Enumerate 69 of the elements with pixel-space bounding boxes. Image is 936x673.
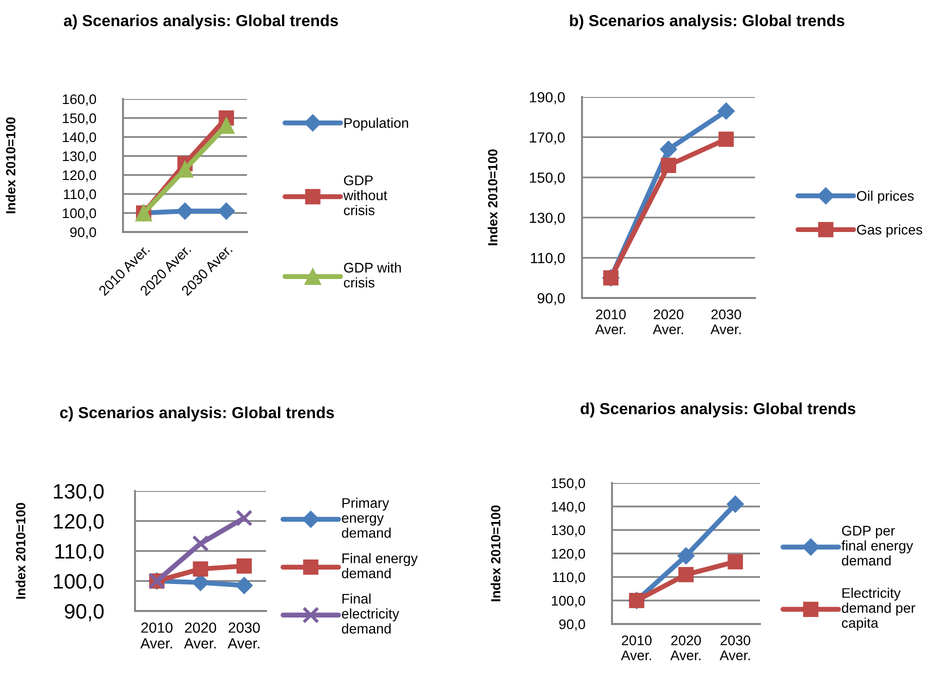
y-axis-title: Index 2010=100 <box>490 505 500 602</box>
point <box>218 117 235 134</box>
y-axis-title: Index 2010=100 <box>488 149 498 246</box>
legend-label: Population <box>344 118 408 131</box>
y-tick-label: 90,0 <box>70 227 96 239</box>
point <box>678 567 694 582</box>
y-tick-label: 170,0 <box>530 132 565 144</box>
chart-title: a) Scenarios analysis: Global trends <box>64 14 338 30</box>
y-tick-label: 110,0 <box>531 252 565 265</box>
y-tick-label: 110,0 <box>552 572 586 584</box>
y-tick-label: 140,0 <box>552 502 586 514</box>
point <box>236 510 253 526</box>
x-tick-label: 2010 Aver. <box>140 622 172 649</box>
legend-label: GDP per final energy demand <box>842 526 914 566</box>
legend-label: Electricity demand per capita <box>842 588 916 631</box>
point <box>726 496 744 513</box>
x-tick-label: 2030 Aver. <box>710 309 742 334</box>
y-tick-label: 130,0 <box>530 212 565 225</box>
y-axis-title: Index 2010=100 <box>6 117 16 214</box>
y-tick-label: 90,0 <box>64 604 104 622</box>
legend-label: Final energy demand <box>342 553 418 578</box>
y-tick-label: 120,0 <box>54 514 104 532</box>
x-tick-label: 2010 Aver. <box>595 309 626 334</box>
y-tick-label: 110,0 <box>64 189 96 201</box>
y-tick-label: 90,0 <box>559 619 586 631</box>
y-tick-label: 130,0 <box>62 151 96 163</box>
legend-label: GDP without crisis <box>343 175 388 216</box>
y-tick-label: 130,0 <box>54 484 104 502</box>
x-tick-label: 2010 Aver. <box>620 635 652 660</box>
y-tick-label: 150,0 <box>530 172 565 185</box>
x-tick-label: 2020 Aver. <box>670 635 701 660</box>
y-tick-label: 160,0 <box>62 94 96 106</box>
point <box>660 158 676 173</box>
y-tick-label: 100,0 <box>552 596 586 608</box>
y-tick-label: 140,0 <box>62 132 96 144</box>
chart-title: c) Scenarios analysis: Global trends <box>60 406 334 422</box>
point <box>176 160 194 178</box>
legend-label: Gas prices <box>857 224 922 238</box>
point <box>677 547 695 564</box>
point <box>718 132 734 147</box>
y-tick-label: 150,0 <box>552 478 586 490</box>
x-tick-label: 2030 Aver. <box>228 622 260 649</box>
point <box>192 561 208 577</box>
point <box>236 576 253 594</box>
x-tick-label: 2020 Aver. <box>184 622 216 649</box>
y-tick-label: 120,0 <box>552 548 586 560</box>
point <box>718 102 735 120</box>
point <box>236 558 252 574</box>
y-axis-title: Index 2010=100 <box>16 502 26 599</box>
legend-label: Primary energy demand <box>342 498 391 538</box>
point <box>192 535 209 552</box>
point <box>660 140 678 158</box>
chart-title: d) Scenarios analysis: Global trends <box>580 402 856 418</box>
x-tick-label: 2020 Aver. <box>652 309 684 334</box>
y-tick-label: 90,0 <box>538 293 565 306</box>
y-tick-label: 100,0 <box>62 208 96 220</box>
y-tick-label: 120,0 <box>62 170 96 182</box>
point <box>728 554 743 570</box>
point <box>218 202 235 220</box>
legend-label: Oil prices <box>856 190 914 204</box>
chart-title: b) Scenarios analysis: Global trends <box>570 14 844 30</box>
x-tick-label: 2030 Aver. <box>720 635 750 660</box>
y-tick-label: 100,0 <box>54 574 104 592</box>
y-tick-label: 110,0 <box>55 544 104 562</box>
y-tick-label: 130,0 <box>552 525 586 537</box>
y-tick-label: 190,0 <box>530 92 565 104</box>
y-tick-label: 150,0 <box>62 113 96 125</box>
legend-label: Final electricity demand <box>342 593 400 634</box>
legend-label: GDP with crisis <box>344 262 401 288</box>
